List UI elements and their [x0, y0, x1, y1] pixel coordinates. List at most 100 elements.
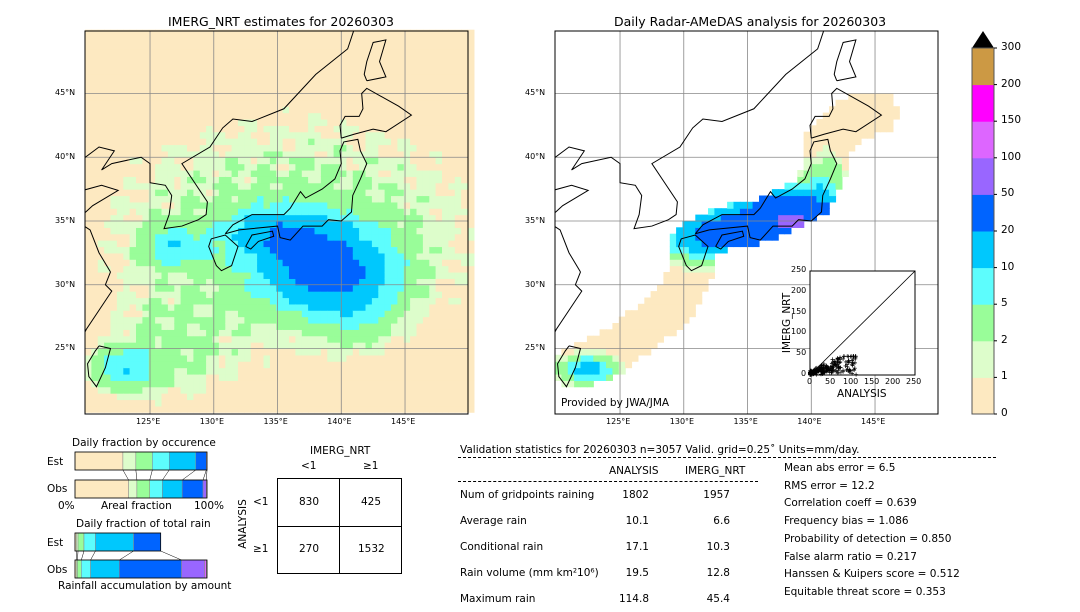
precip-cell — [97, 329, 105, 337]
precip-cell — [180, 125, 188, 133]
precip-cell — [454, 195, 462, 203]
precip-cell — [816, 150, 824, 158]
precip-cell — [218, 144, 226, 152]
precip-cell — [269, 150, 277, 158]
precip-cell — [365, 221, 373, 228]
precip-cell — [442, 227, 449, 235]
precip-cell — [167, 189, 175, 197]
precip-cell — [142, 246, 150, 254]
precip-cell — [365, 399, 373, 407]
precip-cell — [289, 335, 296, 343]
precip-cell — [238, 61, 245, 69]
precip-cell — [352, 214, 360, 222]
precip-cell — [301, 170, 309, 177]
precip-cell — [97, 272, 105, 279]
precip-cell — [403, 99, 411, 107]
precip-cell — [187, 316, 194, 324]
precip-cell — [320, 265, 328, 273]
precip-cell — [85, 125, 92, 133]
precip-cell — [314, 233, 322, 241]
colorbar-segment — [972, 231, 994, 269]
precip-cell — [314, 405, 322, 413]
precip-cell — [416, 259, 424, 267]
precip-cell — [238, 227, 245, 235]
precip-cell — [461, 125, 469, 133]
precip-cell — [848, 138, 856, 146]
precip-cell — [429, 163, 437, 171]
precip-cell — [174, 74, 182, 82]
precip-cell — [193, 246, 201, 254]
precip-cell — [301, 246, 309, 254]
precip-cell — [301, 99, 309, 107]
precip-cell — [816, 157, 824, 165]
precip-cell — [123, 99, 131, 107]
precip-cell — [187, 182, 194, 190]
precip-cell — [410, 323, 418, 330]
precip-cell — [276, 201, 284, 209]
precip-cell — [422, 310, 430, 318]
precip-cell — [257, 233, 265, 241]
precip-cell — [346, 310, 354, 318]
precip-cell — [129, 48, 137, 56]
precip-cell — [218, 374, 226, 381]
precip-cell — [384, 246, 392, 254]
precip-cell — [244, 233, 252, 241]
precip-cell — [359, 393, 367, 401]
precip-cell — [416, 112, 424, 120]
precip-cell — [97, 163, 105, 171]
precip-cell — [238, 252, 245, 260]
precip-cell — [314, 380, 322, 388]
precip-cell — [365, 112, 373, 120]
precip-cell — [136, 227, 143, 235]
precip-cell — [276, 170, 284, 177]
precip-cell — [378, 227, 386, 235]
precip-cell — [110, 354, 118, 362]
precip-cell — [187, 323, 194, 330]
precip-cell — [327, 259, 335, 267]
precip-cell — [435, 272, 443, 279]
precip-cell — [371, 354, 379, 362]
precip-cell — [454, 99, 462, 107]
precip-cell — [276, 335, 284, 343]
precip-cell — [129, 87, 137, 95]
precip-cell — [225, 157, 233, 165]
precip-cell — [142, 399, 150, 407]
precip-cell — [454, 374, 462, 381]
precip-cell — [410, 42, 418, 50]
precip-cell — [282, 240, 290, 248]
precip-cell — [295, 87, 303, 95]
precip-cell — [327, 361, 335, 369]
precip-cell — [314, 354, 322, 362]
precip-cell — [333, 55, 341, 63]
precip-cell — [269, 221, 277, 228]
precip-cell — [180, 329, 188, 337]
precip-cell — [688, 265, 696, 273]
precip-cell — [861, 119, 868, 126]
precip-cell — [359, 87, 367, 95]
precip-cell — [180, 138, 188, 146]
precip-cell — [167, 316, 175, 324]
precip-cell — [148, 150, 156, 158]
precip-cell — [429, 170, 437, 177]
precip-cell — [180, 380, 188, 388]
precip-cell — [448, 87, 456, 95]
precip-cell — [790, 189, 798, 197]
precip-cell — [371, 323, 379, 330]
precip-cell — [688, 291, 696, 299]
precip-cell — [371, 55, 379, 63]
precip-cell — [187, 380, 194, 388]
precip-cell — [116, 170, 124, 177]
precip-cell — [218, 240, 226, 248]
precip-cell — [123, 189, 131, 197]
precip-cell — [116, 399, 124, 407]
precip-cell — [116, 93, 124, 101]
precip-cell — [199, 221, 207, 228]
precip-cell — [97, 354, 105, 362]
precip-cell — [199, 80, 207, 88]
precip-cell — [422, 99, 430, 107]
precip-cell — [97, 316, 105, 324]
precip-cell — [250, 189, 258, 197]
precip-cell — [187, 87, 194, 95]
precip-cell — [327, 106, 335, 114]
precip-cell — [257, 405, 265, 413]
